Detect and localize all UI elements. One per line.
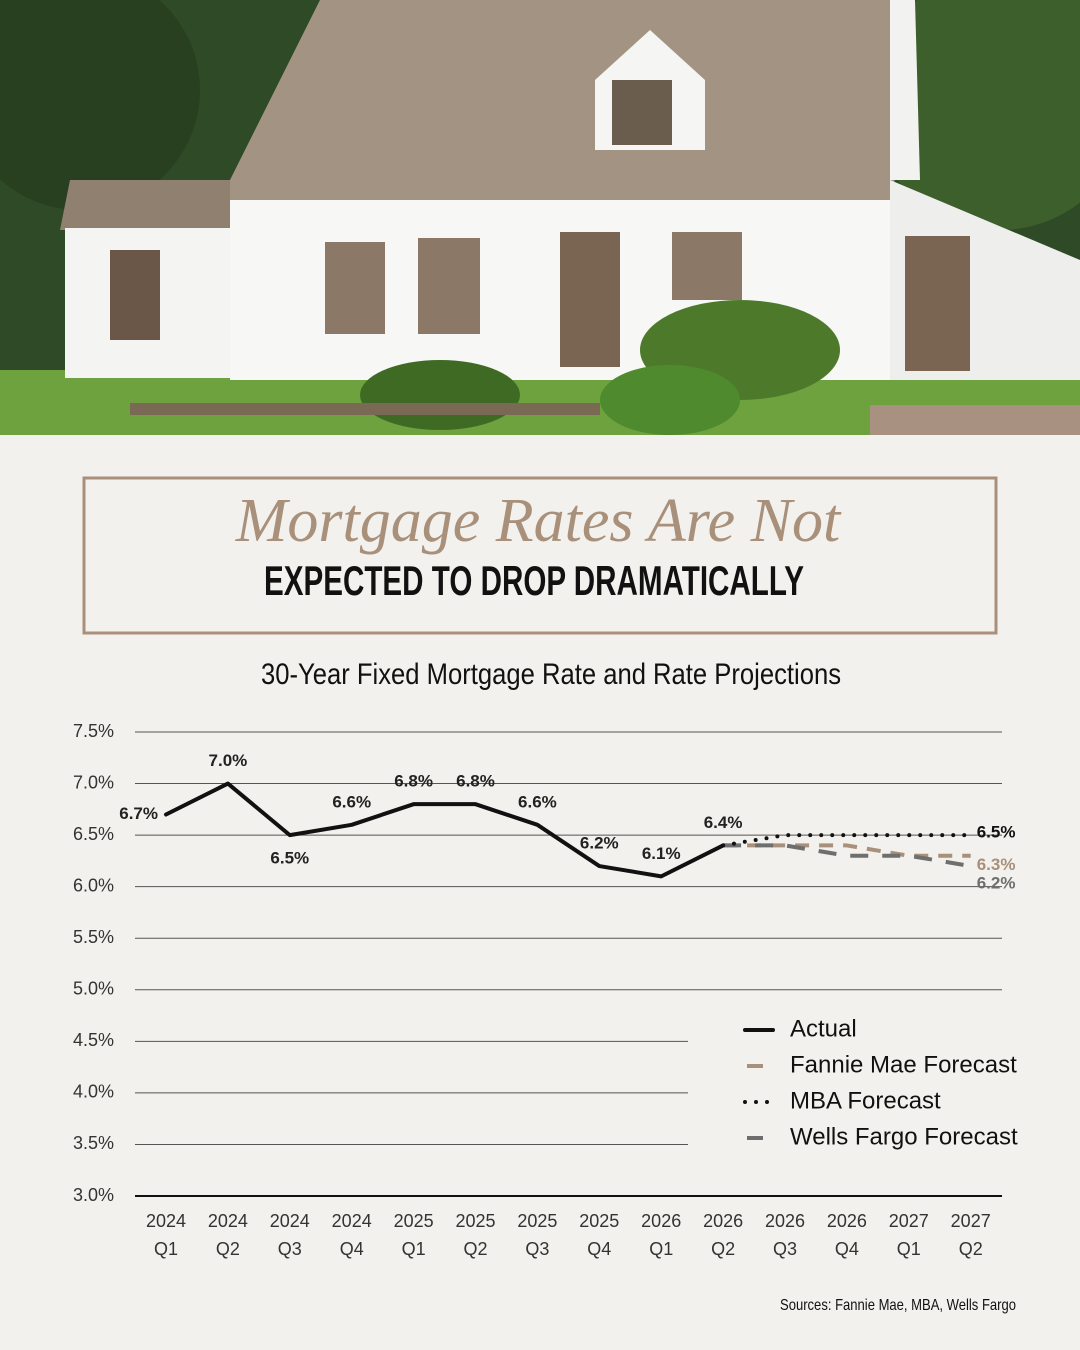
title-box — [82, 476, 998, 635]
title-line1: Mortgage Rates Are Not — [235, 487, 842, 555]
data-label: 6.4% — [704, 813, 743, 832]
x-tick-label: Q3 — [525, 1239, 549, 1259]
y-tick-label: 5.5% — [73, 927, 114, 947]
x-tick-label: 2027 — [889, 1211, 929, 1231]
x-tick-label: 2025 — [579, 1211, 619, 1231]
data-label: 6.6% — [518, 792, 557, 811]
x-tick-label: Q2 — [959, 1239, 983, 1259]
data-label: 6.5% — [977, 823, 1016, 842]
x-tick-label: Q1 — [897, 1239, 921, 1259]
data-label: 6.8% — [394, 772, 433, 791]
y-tick-label: 7.5% — [73, 721, 114, 741]
chart-title: 30-Year Fixed Mortgage Rate and Rate Pro… — [261, 658, 841, 691]
x-tick-label: 2024 — [332, 1211, 372, 1231]
y-tick-label: 7.0% — [73, 772, 114, 792]
y-tick-label: 3.0% — [73, 1185, 114, 1205]
house-photo — [0, 0, 1080, 435]
x-tick-label: Q2 — [216, 1239, 240, 1259]
y-tick-label: 6.5% — [73, 824, 114, 844]
y-tick-label: 4.0% — [73, 1082, 114, 1102]
source: Sources: Fannie Mae, MBA, Wells Fargo — [780, 1297, 1016, 1314]
x-tick-label: 2024 — [146, 1211, 186, 1231]
x-tick-label: 2024 — [270, 1211, 310, 1231]
data-label: 6.1% — [642, 844, 681, 863]
x-tick-label: 2026 — [641, 1211, 681, 1231]
data-label: 6.5% — [270, 849, 309, 868]
x-tick-label: Q3 — [773, 1239, 797, 1259]
x-tick-label: Q2 — [711, 1239, 735, 1259]
legend-label: MBA Forecast — [790, 1087, 941, 1114]
x-tick-label: 2024 — [208, 1211, 248, 1231]
data-label: 7.0% — [209, 751, 248, 770]
x-tick-label: Q4 — [835, 1239, 859, 1259]
x-tick-label: Q4 — [587, 1239, 611, 1259]
x-tick-label: 2027 — [951, 1211, 991, 1231]
y-tick-label: 6.0% — [73, 875, 114, 895]
y-tick-label: 4.5% — [73, 1030, 114, 1050]
y-tick-label: 3.5% — [73, 1133, 114, 1153]
x-tick-label: 2026 — [703, 1211, 743, 1231]
data-label: 6.8% — [456, 772, 495, 791]
x-tick-label: Q1 — [154, 1239, 178, 1259]
y-tick-label: 5.0% — [73, 979, 114, 999]
x-tick-label: Q1 — [402, 1239, 426, 1259]
x-tick-label: 2026 — [827, 1211, 867, 1231]
x-tick-label: Q2 — [463, 1239, 487, 1259]
data-label: 6.2% — [580, 834, 619, 853]
legend-label: Wells Fargo Forecast — [790, 1123, 1018, 1150]
x-tick-label: Q4 — [340, 1239, 364, 1259]
legend-label: Fannie Mae Forecast — [790, 1051, 1017, 1078]
x-tick-label: Q3 — [278, 1239, 302, 1259]
data-label: 6.6% — [332, 792, 371, 811]
data-label: 6.7% — [119, 804, 158, 823]
x-tick-label: Q1 — [649, 1239, 673, 1259]
series-line — [723, 843, 971, 858]
title-line2: EXPECTED TO DROP DRAMATICALLY — [264, 557, 804, 604]
x-tick-label: 2025 — [455, 1211, 495, 1231]
x-tick-label: 2025 — [394, 1211, 434, 1231]
series-line — [164, 781, 726, 879]
data-label: 6.3% — [977, 855, 1016, 874]
x-tick-label: 2026 — [765, 1211, 805, 1231]
x-tick-label: 2025 — [517, 1211, 557, 1231]
legend-label: Actual — [790, 1015, 857, 1042]
series-line — [723, 843, 972, 869]
data-label: 6.2% — [977, 874, 1016, 893]
series-line — [721, 833, 973, 848]
